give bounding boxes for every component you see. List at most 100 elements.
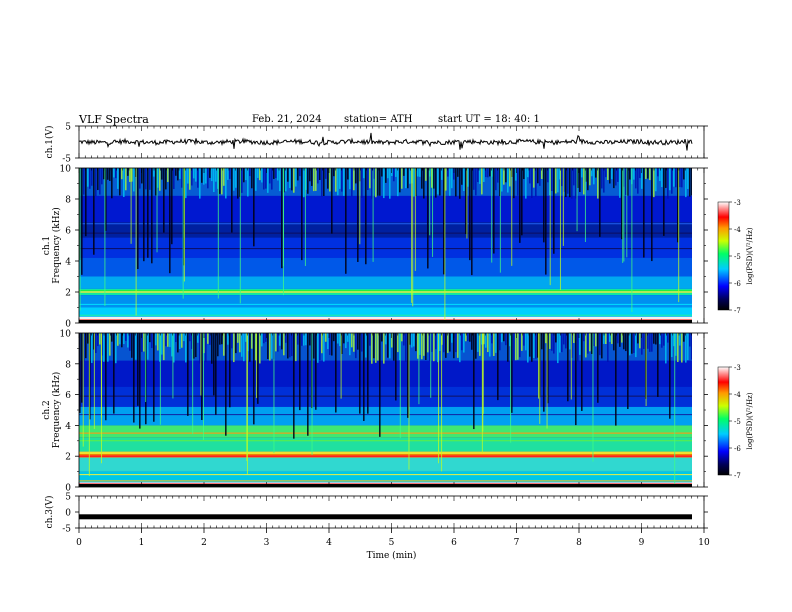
ch1-noise-streak bbox=[537, 168, 539, 184]
ch1-band bbox=[79, 307, 692, 317]
ch2-noise-streak bbox=[687, 333, 689, 361]
ch1-noise-streak bbox=[483, 168, 485, 182]
ch2-noise-streak bbox=[449, 333, 451, 352]
ch1-noise-streak bbox=[159, 168, 161, 191]
ch1-noise-streak bbox=[167, 168, 169, 182]
ch1-noise-streak bbox=[551, 168, 553, 191]
ch2-noise-streak bbox=[291, 333, 293, 357]
ch2-noise-streak bbox=[131, 333, 133, 358]
y-tick-label: 6 bbox=[65, 391, 71, 401]
ch2-noise-streak bbox=[285, 333, 287, 343]
ch2-noise-streak bbox=[415, 333, 417, 352]
ch1-noise-streak bbox=[605, 168, 607, 178]
ch1-noise-streak bbox=[285, 168, 287, 192]
ch2-noise-streak bbox=[513, 333, 515, 361]
ch2-noise-streak bbox=[663, 333, 665, 346]
ch1-noise-streak bbox=[375, 168, 377, 198]
ch1-noise-streak bbox=[371, 168, 373, 199]
y-axis-label: ch.2Frequency (kHz) bbox=[42, 372, 62, 449]
ch1-noise-streak bbox=[485, 168, 487, 178]
ch1-noise-streak bbox=[319, 168, 321, 180]
ch2-noise-streak bbox=[199, 333, 201, 364]
ch2-noise-streak bbox=[125, 333, 127, 341]
ch1-noise-streak bbox=[227, 168, 229, 180]
ch1-noise-streak bbox=[265, 168, 267, 189]
ch2-noise-streak bbox=[515, 333, 517, 361]
ch2-noise-streak bbox=[665, 333, 667, 364]
ch1-noise-streak bbox=[125, 168, 127, 191]
colorbar bbox=[717, 201, 730, 311]
ch1-noise-streak bbox=[599, 168, 601, 237]
ch2-noise-streak bbox=[497, 333, 499, 401]
ch2-noise-streak bbox=[565, 333, 567, 349]
ch1-noise-streak bbox=[647, 168, 649, 179]
ch1-noise-streak bbox=[559, 168, 561, 180]
ch1-noise-streak bbox=[541, 168, 543, 180]
ch1-noise-streak bbox=[365, 168, 367, 265]
ch2-noise-streak bbox=[603, 333, 605, 344]
ch1-noise-streak bbox=[197, 168, 199, 188]
ch2-noise-streak bbox=[351, 333, 353, 348]
ch1-noise-streak bbox=[435, 168, 437, 198]
ch1-noise-streak bbox=[165, 168, 167, 190]
ch1-noise-streak bbox=[343, 168, 345, 196]
ch1-noise-streak bbox=[665, 168, 667, 188]
ch1-noise-streak bbox=[653, 168, 655, 198]
ch1-noise-streak bbox=[633, 168, 635, 180]
ch2-noise-streak bbox=[391, 333, 393, 348]
chart-title: VLF Spectra bbox=[79, 113, 149, 126]
ch1-noise-streak bbox=[161, 168, 163, 180]
colorbar-tick-label: -7 bbox=[734, 307, 741, 315]
panel-gap bbox=[80, 159, 703, 167]
ch1-noise-streak bbox=[417, 168, 419, 177]
ch2-noise-streak bbox=[229, 333, 231, 408]
y-tick-label: 6 bbox=[65, 227, 71, 237]
ch1-noise-streak bbox=[553, 168, 555, 254]
ch1-noise-streak bbox=[545, 168, 547, 275]
ch2-noise-streak bbox=[115, 333, 117, 364]
ch2-noise-streak bbox=[625, 333, 627, 352]
ch2-noise-streak bbox=[541, 333, 543, 350]
ch1-noise-streak bbox=[401, 168, 403, 189]
ch2-noise-streak bbox=[253, 333, 255, 425]
ch1-noise-streak bbox=[395, 168, 397, 177]
ch2-noise-streak bbox=[649, 333, 651, 352]
ch1-noise-streak bbox=[423, 168, 425, 199]
ch1-noise-streak bbox=[673, 168, 675, 187]
ch2-noise-streak bbox=[607, 333, 609, 362]
ch1-noise-streak bbox=[181, 168, 183, 188]
ch2-noise-streak bbox=[341, 333, 343, 354]
ch2-noise-streak bbox=[397, 333, 399, 353]
ch1-noise-streak bbox=[449, 168, 451, 196]
ch1-noise-streak bbox=[323, 168, 325, 196]
ch1-noise-streak bbox=[459, 168, 461, 199]
ch1-noise-streak bbox=[329, 168, 331, 192]
colorbar-tick-label: -3 bbox=[734, 199, 741, 207]
ch2-noise-streak bbox=[431, 333, 433, 352]
ch2-noise-streak bbox=[443, 333, 445, 353]
ch2-noise-streak bbox=[357, 333, 359, 350]
ch1-noise-streak bbox=[471, 168, 473, 276]
ch1-noise-streak bbox=[431, 168, 433, 188]
ch2-band bbox=[79, 471, 692, 483]
ch2-noise-streak bbox=[595, 333, 597, 347]
ch1-noise-streak bbox=[473, 168, 475, 190]
ch1-noise-streak bbox=[617, 168, 619, 182]
ch1-noise-streak bbox=[173, 168, 175, 189]
x-tick-label: 3 bbox=[264, 538, 270, 548]
y-tick-label: 8 bbox=[65, 196, 71, 206]
ch2-noise-streak bbox=[223, 333, 225, 356]
ch2-noise-streak bbox=[411, 333, 413, 348]
ch2-noise-streak bbox=[529, 333, 531, 357]
ch1-noise-streak bbox=[257, 168, 259, 178]
ch2-noise-streak bbox=[79, 333, 81, 413]
x-tick-label: 6 bbox=[451, 538, 457, 548]
ch1-noise-streak bbox=[369, 168, 371, 189]
ch1-noise-streak bbox=[245, 168, 247, 181]
ch1-noise-streak bbox=[413, 168, 415, 197]
ch1-noise-streak bbox=[661, 168, 663, 188]
ch1-noise-streak bbox=[607, 168, 609, 180]
ch1-noise-streak bbox=[109, 168, 111, 181]
ch1-noise-streak bbox=[289, 168, 291, 189]
